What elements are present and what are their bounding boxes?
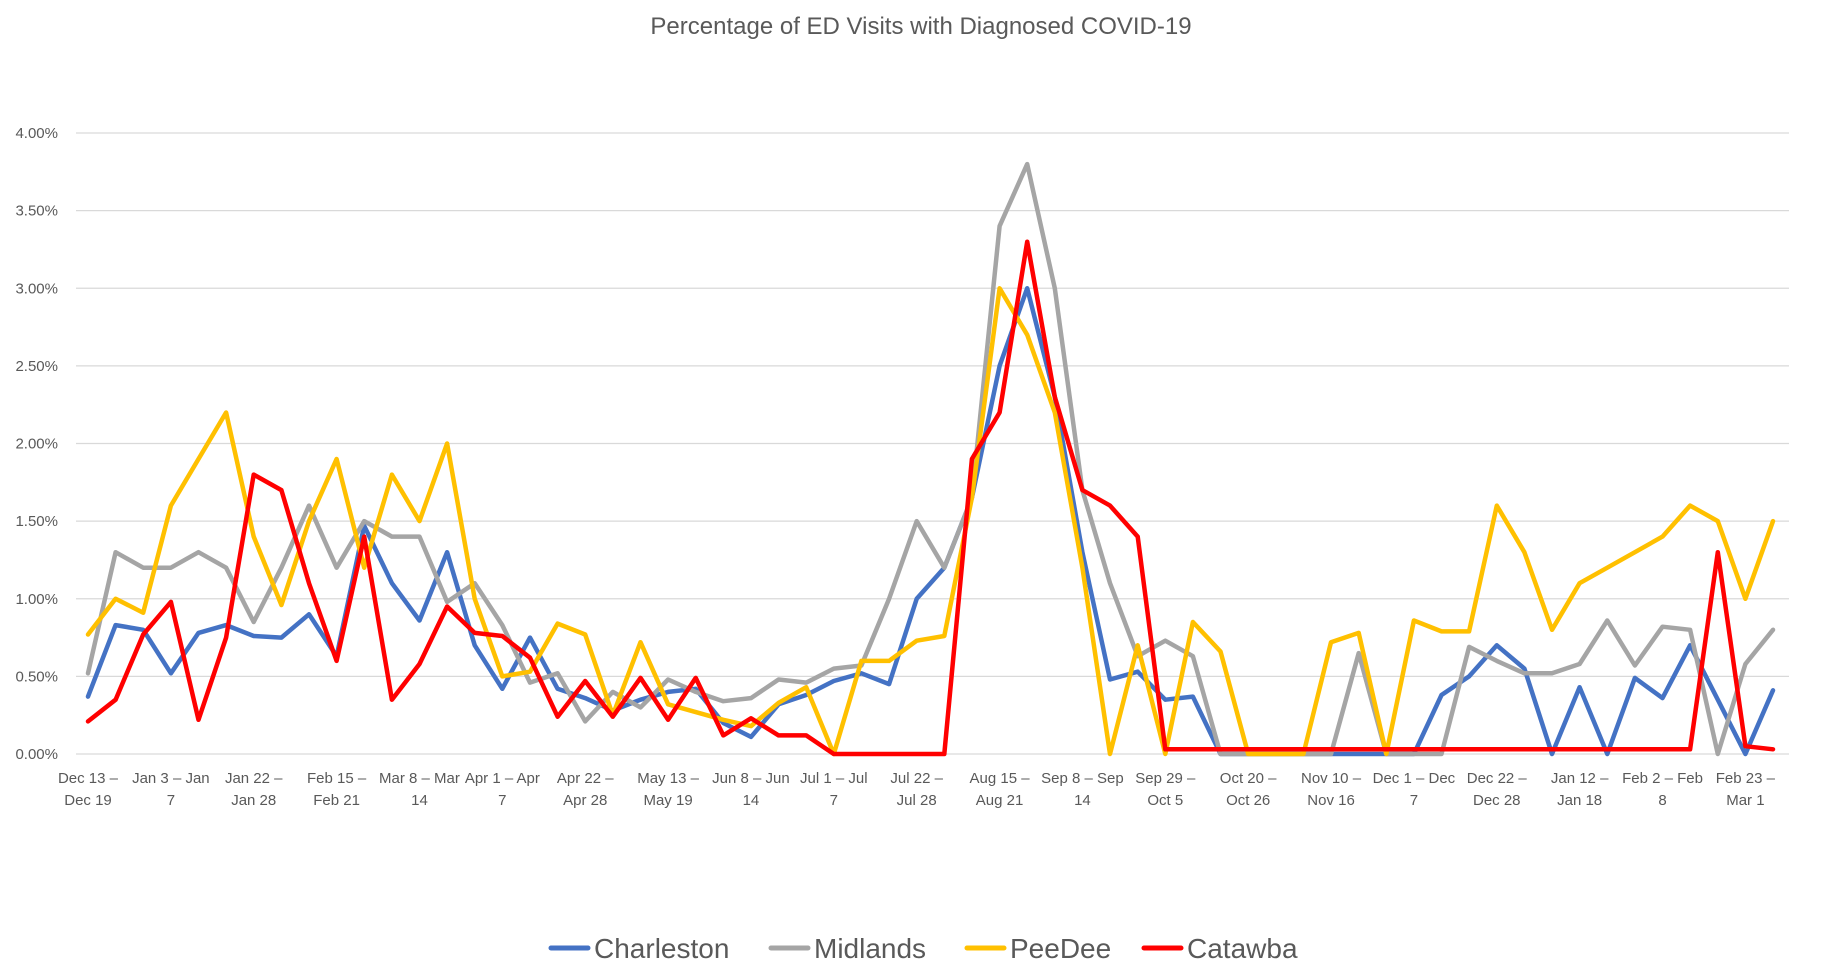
y-tick-label: 1.50% (15, 513, 58, 530)
series-line-midlands (85, 161, 1776, 757)
x-tick-label: Sep 8 – Sep 14 (1041, 770, 1124, 809)
x-tick-label: Dec 22 – Dec 28 (1467, 770, 1528, 809)
series-line-catawba (85, 239, 1776, 757)
legend-item-catawba: Catawba (1141, 933, 1298, 964)
x-tick-label: Dec 1 – Dec 7 (1373, 770, 1456, 809)
legend-label: Catawba (1187, 933, 1298, 964)
legend-item-peedee: PeeDee (964, 933, 1111, 964)
legend-label: Midlands (814, 933, 926, 964)
y-tick-label: 1.00% (15, 591, 58, 608)
x-tick-label: Feb 15 – Feb 21 (307, 770, 367, 809)
chart-title: Percentage of ED Visits with Diagnosed C… (650, 13, 1191, 40)
legend: Charleston Midlands PeeDee Catawba (548, 933, 1298, 964)
legend-label: PeeDee (1010, 933, 1111, 964)
series-line-charleston (85, 286, 1776, 757)
x-tick-label: Nov 10 – Nov 16 (1301, 770, 1362, 809)
x-tick-label: Jan 22 – Jan 28 (225, 770, 283, 809)
x-tick-label: Jul 1 – Jul 7 (800, 770, 868, 809)
x-tick-label: Feb 2 – Feb 8 (1622, 770, 1703, 809)
x-tick-label: Jul 22 – Jul 28 (890, 770, 943, 809)
x-tick-label: Mar 8 – Mar 14 (379, 770, 460, 809)
x-tick-label: Apr 22 – Apr 28 (557, 770, 614, 809)
legend-label: Charleston (594, 933, 729, 964)
y-tick-label: 2.00% (15, 436, 58, 453)
x-axis-ticks: Dec 13 – Dec 19 Jan 3 – Jan 7 Jan 22 – Jan 28… (58, 770, 1776, 809)
x-tick-label: Jan 12 – Jan 18 (1551, 770, 1609, 809)
x-tick-label: Feb 23 – Mar 1 (1716, 770, 1776, 809)
series-lines (85, 161, 1776, 757)
legend-item-charleston: Charleston (548, 933, 729, 964)
x-tick-label: Jan 3 – Jan 7 (132, 770, 210, 809)
y-tick-label: 2.50% (15, 358, 58, 375)
gridlines (76, 132, 1789, 755)
y-tick-label: 0.00% (15, 746, 58, 763)
y-axis-ticks: 0.00% 0.50% 1.00% 1.50% 2.00% 2.50% 3.00% 3.50%… (15, 125, 58, 763)
y-tick-label: 4.00% (15, 125, 58, 142)
y-tick-label: 3.00% (15, 280, 58, 297)
x-tick-label: Oct 20 – Oct 26 (1220, 770, 1277, 809)
x-tick-label: Dec 13 – Dec 19 (58, 770, 119, 809)
y-tick-label: 0.50% (15, 668, 58, 685)
x-tick-label: May 13 – May 19 (637, 770, 699, 809)
legend-item-midlands: Midlands (768, 933, 926, 964)
x-tick-label: Jun 8 – Jun 14 (712, 770, 790, 809)
x-tick-label: Aug 15 – Aug 21 (970, 770, 1031, 809)
x-tick-label: Apr 1 – Apr 7 (465, 770, 540, 809)
x-tick-label: Sep 29 – Oct 5 (1135, 770, 1196, 809)
y-tick-label: 3.50% (15, 203, 58, 220)
